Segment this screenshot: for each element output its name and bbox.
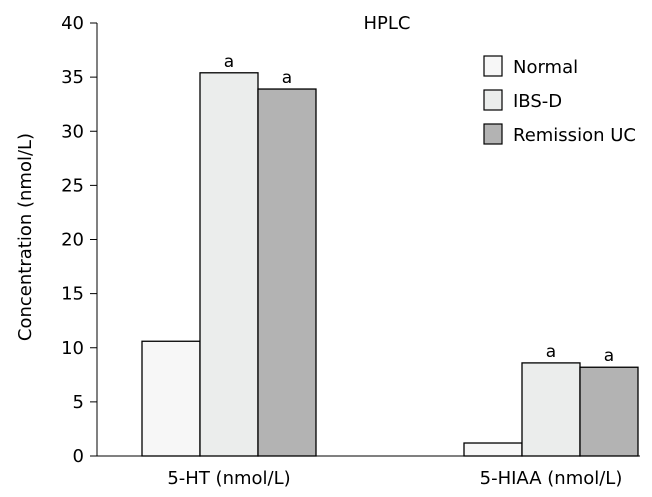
y-tick-label: 35 [61, 67, 84, 88]
y-tick-label: 5 [73, 392, 84, 413]
bar-ibs-d-1 [521, 362, 581, 457]
y-tick-label: 40 [61, 13, 84, 34]
significance-label: a [224, 52, 234, 72]
y-tick-label: 15 [61, 284, 84, 305]
legend-label: Normal [513, 57, 578, 78]
y-tick-label: 0 [73, 446, 84, 467]
significance-label: a [546, 342, 556, 362]
y-axis-label: Concentration (nmol/L) [15, 133, 36, 341]
y-tick-label: 20 [61, 230, 84, 251]
legend-label: IBS-D [513, 91, 562, 112]
bar-remission-uc-0 [257, 88, 317, 457]
bar-normal-1 [463, 442, 523, 457]
legend-swatch [483, 123, 503, 145]
legend-swatch [483, 55, 503, 77]
bar-remission-uc-1 [579, 366, 639, 457]
significance-label: a [604, 346, 614, 366]
legend-label: Remission UC [513, 125, 636, 146]
bar-normal-0 [141, 340, 201, 457]
x-tick-label: 5-HIAA (nmol/L) [480, 468, 623, 489]
legend-swatch [483, 89, 503, 111]
bar-ibs-d-0 [199, 72, 259, 457]
significance-label: a [282, 68, 292, 88]
chart-title: HPLC [364, 13, 411, 34]
y-tick-label: 25 [61, 175, 84, 196]
y-tick-label: 10 [61, 338, 84, 359]
x-tick-label: 5-HT (nmol/L) [167, 468, 290, 489]
y-tick-label: 30 [61, 121, 84, 142]
